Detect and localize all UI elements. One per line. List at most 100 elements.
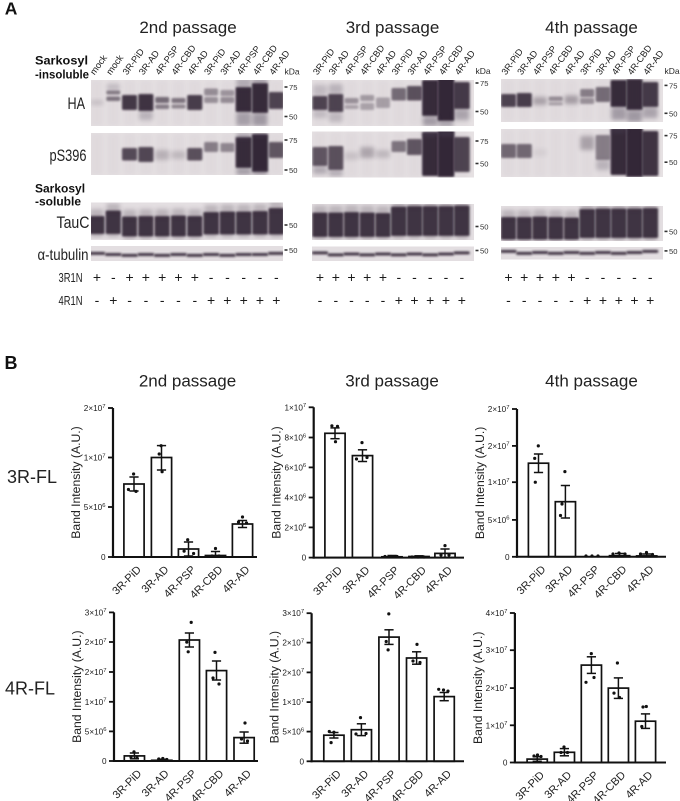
svg-text:+: +	[615, 292, 623, 308]
svg-text:α-tubulin: α-tubulin	[38, 247, 89, 264]
svg-text:+: +	[552, 269, 560, 285]
svg-text:3R-FL: 3R-FL	[7, 467, 57, 487]
svg-text:+: +	[316, 269, 324, 285]
svg-text:Band Intensity (A.U.): Band Intensity (A.U.)	[70, 630, 84, 742]
svg-text:+: +	[536, 269, 544, 285]
svg-text:4th passage: 4th passage	[545, 372, 638, 391]
svg-text:+: +	[272, 292, 280, 308]
svg-text:B: B	[5, 353, 18, 373]
svg-text:+: +	[458, 292, 466, 308]
svg-text:1×107: 1×107	[488, 478, 510, 487]
svg-text:+: +	[567, 269, 575, 285]
svg-text:50: 50	[669, 227, 677, 236]
svg-text:+: +	[379, 269, 387, 285]
svg-text:+: +	[158, 269, 166, 285]
svg-text:+: +	[332, 269, 340, 285]
svg-text:3rd passage: 3rd passage	[346, 18, 440, 37]
svg-text:+: +	[442, 292, 450, 308]
svg-text:2×106: 2×106	[284, 523, 306, 532]
svg-text:Band Intensity (A.U.): Band Intensity (A.U.)	[270, 426, 284, 538]
svg-text:3rd passage: 3rd passage	[345, 372, 439, 391]
svg-text:kDa: kDa	[476, 66, 491, 76]
svg-text:+: +	[126, 269, 134, 285]
svg-text:75: 75	[669, 81, 677, 90]
svg-text:-: -	[648, 269, 653, 285]
svg-text:3R1N: 3R1N	[59, 270, 83, 285]
svg-text:2×107: 2×107	[488, 442, 510, 451]
svg-text:50: 50	[289, 166, 297, 175]
svg-text:4R-FL: 4R-FL	[5, 679, 55, 699]
svg-text:kDa: kDa	[285, 67, 300, 77]
svg-text:-: -	[616, 269, 621, 285]
svg-text:-: -	[333, 292, 338, 308]
svg-text:+: +	[395, 292, 403, 308]
svg-text:-: -	[601, 269, 606, 285]
svg-text:-: -	[585, 269, 590, 285]
svg-text:A: A	[5, 0, 18, 18]
svg-text:+: +	[223, 292, 231, 308]
svg-text:+: +	[520, 269, 528, 285]
svg-text:+: +	[142, 269, 150, 285]
svg-text:-: -	[209, 269, 214, 285]
svg-text:-: -	[176, 292, 181, 308]
svg-text:-: -	[506, 292, 511, 308]
svg-text:-: -	[127, 292, 132, 308]
svg-text:4×106: 4×106	[284, 493, 306, 502]
svg-text:4th passage: 4th passage	[545, 18, 638, 37]
svg-text:-: -	[632, 269, 637, 285]
svg-text:0: 0	[503, 759, 508, 768]
svg-text:-: -	[349, 292, 354, 308]
svg-text:-: -	[365, 292, 370, 308]
svg-text:0: 0	[101, 553, 106, 562]
svg-text:1×107: 1×107	[486, 721, 508, 730]
svg-text:-: -	[95, 292, 100, 308]
svg-text:+: +	[93, 269, 101, 285]
svg-text:-: -	[444, 269, 449, 285]
svg-text:0: 0	[300, 757, 305, 766]
svg-text:8×106: 8×106	[284, 433, 306, 442]
svg-text:0: 0	[102, 757, 107, 766]
svg-text:2×107: 2×107	[282, 638, 304, 647]
svg-text:50: 50	[480, 247, 488, 256]
svg-text:-: -	[412, 269, 417, 285]
svg-text:TauC: TauC	[57, 214, 90, 232]
svg-text:-: -	[318, 292, 323, 308]
svg-text:50: 50	[480, 108, 488, 117]
svg-text:-: -	[258, 269, 263, 285]
svg-text:-: -	[241, 269, 246, 285]
svg-text:+: +	[363, 269, 371, 285]
svg-text:6×106: 6×106	[284, 463, 306, 472]
svg-text:-: -	[192, 292, 197, 308]
svg-text:50: 50	[480, 160, 488, 169]
svg-text:Band Intensity (A.U.): Band Intensity (A.U.)	[471, 632, 485, 744]
svg-text:+: +	[599, 292, 607, 308]
svg-text:2×107: 2×107	[486, 684, 508, 693]
svg-text:5×106: 5×106	[488, 516, 510, 525]
svg-text:75: 75	[289, 136, 297, 145]
svg-text:2nd passage: 2nd passage	[139, 372, 236, 391]
svg-text:1×107: 1×107	[282, 698, 304, 707]
svg-text:-: -	[522, 292, 527, 308]
svg-text:2×107: 2×107	[84, 404, 106, 413]
svg-text:75: 75	[289, 83, 297, 92]
svg-text:-: -	[553, 292, 558, 308]
svg-text:50: 50	[669, 109, 677, 118]
svg-text:50: 50	[289, 246, 297, 255]
svg-text:-: -	[381, 292, 386, 308]
svg-text:-: -	[274, 269, 279, 285]
svg-text:-: -	[144, 292, 149, 308]
svg-text:4×107: 4×107	[486, 609, 508, 618]
svg-text:3×107: 3×107	[282, 609, 304, 618]
svg-text:-: -	[396, 269, 401, 285]
svg-text:50: 50	[669, 247, 677, 256]
svg-text:5×106: 5×106	[282, 727, 304, 736]
svg-text:1×107: 1×107	[284, 403, 306, 412]
svg-text:75: 75	[480, 79, 488, 88]
svg-text:+: +	[347, 269, 355, 285]
svg-text:Sarkosyl: Sarkosyl	[35, 182, 85, 196]
svg-text:75: 75	[480, 137, 488, 146]
svg-text:+: +	[426, 292, 434, 308]
svg-text:+: +	[630, 292, 638, 308]
svg-text:50: 50	[669, 158, 677, 167]
svg-text:4R1N: 4R1N	[59, 293, 83, 308]
